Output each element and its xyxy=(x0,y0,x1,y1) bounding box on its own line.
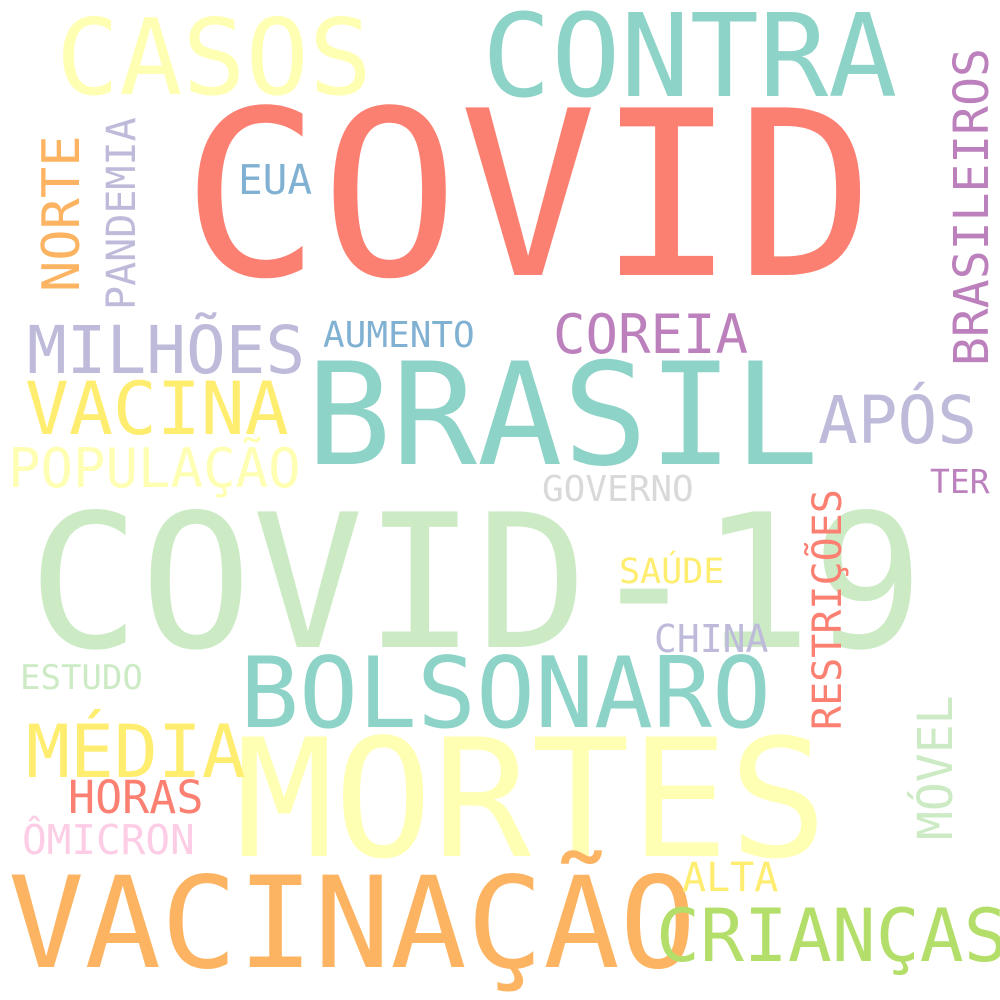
word-covid-19: COVID-19 xyxy=(28,474,924,691)
word-eua: EUA xyxy=(238,156,313,204)
word-populacao: POPULAÇÃO xyxy=(8,437,301,500)
word-coreia: COREIA xyxy=(553,303,749,366)
word-casos: CASOS xyxy=(56,0,373,119)
word-ter: TER xyxy=(930,462,990,501)
word-criancas: CRIANÇAS xyxy=(656,894,1000,979)
word-alta: ALTA xyxy=(682,855,779,901)
word-norte: NORTE xyxy=(32,135,92,292)
word-covid: COVID xyxy=(182,63,875,330)
word-contra: CONTRA xyxy=(482,0,898,124)
word-restricoes: RESTRIÇÕES xyxy=(805,489,851,730)
word-saude: SAÚDE xyxy=(619,552,725,592)
word-media: MÉDIA xyxy=(26,710,246,795)
word-estudo: ESTUDO xyxy=(20,658,143,698)
word-vacinacao: VACINAÇÃO xyxy=(8,849,697,997)
word-milhoes: MILHÕES xyxy=(27,312,306,389)
word-brasileiros: BRASILEIROS xyxy=(944,48,1000,366)
word-apos: APÓS xyxy=(818,382,977,459)
word-mortes: MORTES xyxy=(235,704,828,895)
word-china: CHINA xyxy=(654,617,769,661)
word-vacina: VACINA xyxy=(25,367,289,452)
word-horas: HORAS xyxy=(68,771,204,824)
word-aumento: AUMENTO xyxy=(323,315,475,356)
word-brasil: BRASIL xyxy=(306,333,819,498)
word-movel: MÓVEL xyxy=(908,695,964,841)
word-omicron: ÔMICRON xyxy=(22,816,195,864)
word-governo: GOVERNO xyxy=(542,469,694,510)
word-pandemia: PANDEMIA xyxy=(99,117,145,310)
word-bolsonaro: BOLSONARO xyxy=(240,637,772,751)
